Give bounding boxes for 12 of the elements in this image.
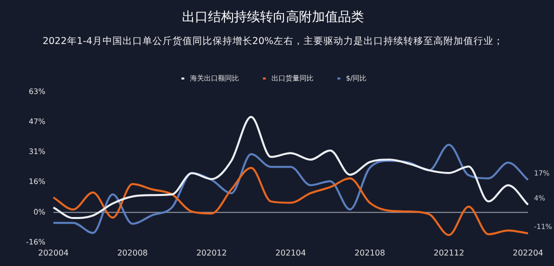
x-tick-label: 202012 (196, 248, 227, 258)
line-series (52, 116, 529, 220)
x-tick-label: 202004 (38, 248, 69, 258)
line-series (52, 166, 529, 236)
x-tick-label: 202008 (117, 248, 148, 258)
chart-subtitle: 2022年1-4月中国出口单公斤货值同比保持增长20%左右，主要驱动力是出口持续转移至高附加值行业； (42, 34, 504, 47)
x-tick-label: 202112 (434, 248, 464, 258)
x-tick-label: 202108 (354, 248, 386, 258)
chart-title: 出口结构持续转向高附加值品类 (182, 9, 364, 26)
x-tick-label: 202104 (275, 248, 306, 258)
line-series (52, 144, 529, 234)
x-tick-label: 202204 (512, 248, 544, 258)
